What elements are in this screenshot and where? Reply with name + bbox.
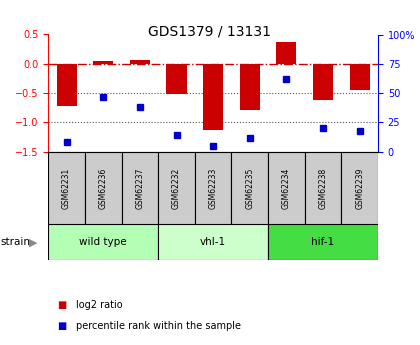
Text: GSM62235: GSM62235 <box>245 167 254 209</box>
Text: wild type: wild type <box>79 237 127 247</box>
Bar <box>158 224 268 260</box>
Bar <box>349 64 370 90</box>
Bar <box>121 152 158 224</box>
Bar <box>130 60 150 64</box>
Text: GSM62233: GSM62233 <box>209 167 218 209</box>
Text: GSM62239: GSM62239 <box>355 167 364 209</box>
Text: GSM62232: GSM62232 <box>172 167 181 209</box>
Text: GSM62234: GSM62234 <box>282 167 291 209</box>
Bar <box>276 42 297 64</box>
Text: GSM62236: GSM62236 <box>99 167 108 209</box>
Bar <box>158 152 195 224</box>
Bar <box>231 152 268 224</box>
Bar <box>195 152 231 224</box>
Text: strain: strain <box>0 237 30 247</box>
Text: vhl-1: vhl-1 <box>200 237 226 247</box>
Bar <box>268 152 305 224</box>
Bar <box>48 152 85 224</box>
Bar <box>48 224 158 260</box>
Bar <box>240 64 260 110</box>
Bar <box>268 224 378 260</box>
Bar <box>57 64 77 106</box>
Bar <box>313 64 333 100</box>
Bar <box>93 61 113 64</box>
Bar <box>305 152 341 224</box>
Bar <box>203 64 223 129</box>
Text: log2 ratio: log2 ratio <box>76 300 122 310</box>
Bar <box>85 152 121 224</box>
Text: ■: ■ <box>57 321 66 331</box>
Text: GSM62231: GSM62231 <box>62 167 71 209</box>
Text: GSM62238: GSM62238 <box>318 167 328 209</box>
Bar <box>341 152 378 224</box>
Text: GSM62237: GSM62237 <box>135 167 144 209</box>
Bar <box>166 64 186 94</box>
Text: ■: ■ <box>57 300 66 310</box>
Text: percentile rank within the sample: percentile rank within the sample <box>76 321 241 331</box>
Text: ▶: ▶ <box>29 237 37 247</box>
Text: GDS1379 / 13131: GDS1379 / 13131 <box>149 24 271 38</box>
Text: hif-1: hif-1 <box>312 237 335 247</box>
